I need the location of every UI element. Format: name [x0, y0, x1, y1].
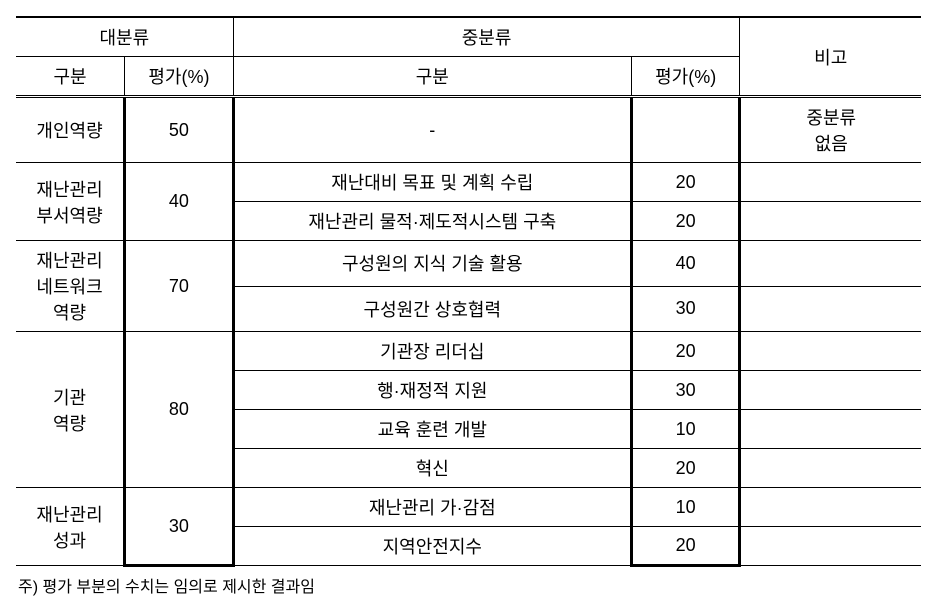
cell-major-eval: 80	[125, 332, 234, 488]
header-major-eval: 평가(%)	[125, 57, 234, 97]
cell-major-eval: 40	[125, 163, 234, 241]
cell-mid-div: 기관장 리더십	[233, 332, 631, 371]
cell-remark	[740, 202, 921, 241]
cell-mid-eval: 20	[631, 527, 740, 566]
cell-major-div: 개인역량	[16, 97, 125, 163]
remark-text-line2: 없음	[815, 134, 848, 154]
cell-mid-div: 구성원의 지식 기술 활용	[233, 241, 631, 287]
major-div-line1: 기관	[53, 388, 86, 408]
table-row: 재난관리 성과 30 재난관리 가·감점 10	[16, 488, 921, 527]
table-row: 재난관리 부서역량 40 재난대비 목표 및 계획 수립 20	[16, 163, 921, 202]
cell-mid-div: 재난관리 가·감점	[233, 488, 631, 527]
cell-mid-div: -	[233, 97, 631, 163]
header-major-group: 대분류	[16, 17, 233, 57]
table-row: 재난관리 네트워크 역량 70 구성원의 지식 기술 활용 40	[16, 241, 921, 287]
cell-remark	[740, 241, 921, 287]
cell-major-div: 재난관리 네트워크 역량	[16, 241, 125, 332]
major-div-line2: 부서역량	[36, 206, 102, 226]
cell-major-div: 기관 역량	[16, 332, 125, 488]
major-div-line2: 역량	[53, 414, 86, 434]
cell-mid-div: 구성원간 상호협력	[233, 286, 631, 332]
cell-remark	[740, 410, 921, 449]
header-mid-eval: 평가(%)	[631, 57, 740, 97]
cell-mid-div: 재난관리 물적·제도적시스템 구축	[233, 202, 631, 241]
cell-mid-eval: 30	[631, 371, 740, 410]
cell-remark	[740, 371, 921, 410]
table-row: 개인역량 50 - 중분류 없음	[16, 97, 921, 163]
major-div-line1: 재난관리	[36, 505, 102, 525]
remark-text-line1: 중분류	[806, 108, 856, 128]
major-div-line2: 성과	[53, 531, 86, 551]
cell-mid-eval: 10	[631, 488, 740, 527]
cell-mid-eval: 20	[631, 202, 740, 241]
cell-mid-div: 재난대비 목표 및 계획 수립	[233, 163, 631, 202]
major-div-line2: 네트워크	[36, 277, 102, 297]
cell-mid-eval: 20	[631, 163, 740, 202]
evaluation-table: 대분류 중분류 비고 구분 평가(%) 구분 평가(%) 개인역량 50 - 중…	[16, 16, 921, 567]
header-major-division: 구분	[16, 57, 125, 97]
cell-mid-eval: 20	[631, 449, 740, 488]
major-div-line1: 재난관리	[36, 251, 102, 271]
cell-remark	[740, 163, 921, 202]
cell-major-eval: 70	[125, 241, 234, 332]
cell-major-div: 재난관리 성과	[16, 488, 125, 566]
cell-remark: 중분류 없음	[740, 97, 921, 163]
cell-remark	[740, 286, 921, 332]
cell-mid-div: 혁신	[233, 449, 631, 488]
cell-mid-eval: 20	[631, 332, 740, 371]
cell-remark	[740, 332, 921, 371]
footnote: 주) 평가 부분의 수치는 임의로 제시한 결과임	[16, 567, 921, 597]
cell-mid-eval	[631, 97, 740, 163]
cell-remark	[740, 449, 921, 488]
cell-major-eval: 30	[125, 488, 234, 566]
cell-major-eval: 50	[125, 97, 234, 163]
cell-mid-div: 교육 훈련 개발	[233, 410, 631, 449]
cell-remark	[740, 488, 921, 527]
header-row-1: 대분류 중분류 비고	[16, 17, 921, 57]
major-div-line3: 역량	[53, 303, 86, 323]
cell-remark	[740, 527, 921, 566]
header-mid-division: 구분	[233, 57, 631, 97]
cell-mid-eval: 10	[631, 410, 740, 449]
cell-mid-eval: 30	[631, 286, 740, 332]
header-mid-group: 중분류	[233, 17, 740, 57]
cell-mid-eval: 40	[631, 241, 740, 287]
header-remark: 비고	[740, 17, 921, 97]
major-div-line1: 재난관리	[36, 180, 102, 200]
table-row: 기관 역량 80 기관장 리더십 20	[16, 332, 921, 371]
cell-mid-div: 행·재정적 지원	[233, 371, 631, 410]
cell-major-div: 재난관리 부서역량	[16, 163, 125, 241]
cell-mid-div: 지역안전지수	[233, 527, 631, 566]
